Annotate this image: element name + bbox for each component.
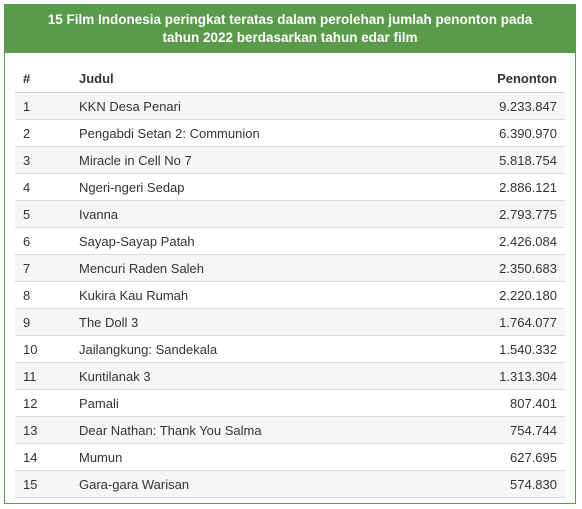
table-row: 2 Pengabdi Setan 2: Communion 6.390.970	[15, 119, 565, 147]
rank-cell: 2	[15, 119, 71, 147]
rank-cell: 1	[15, 92, 71, 120]
table-row: 12 Pamali 807.401	[15, 389, 565, 417]
table-container: # Judul Penonton 1 KKN Desa Penari 9.233…	[15, 64, 565, 498]
viewers-cell: 1.764.077	[417, 308, 565, 336]
title-cell: Miracle in Cell No 7	[71, 146, 417, 174]
table-row: 1 KKN Desa Penari 9.233.847	[15, 92, 565, 120]
table-row: 3 Miracle in Cell No 7 5.818.754	[15, 146, 565, 174]
viewers-cell: 2.793.775	[417, 200, 565, 228]
table-title-line-2: tahun 2022 berdasarkan tahun edar film	[162, 30, 418, 45]
viewers-cell: 9.233.847	[417, 92, 565, 120]
table-row: 11 Kuntilanak 3 1.313.304	[15, 362, 565, 390]
table-row: 7 Mencuri Raden Saleh 2.350.683	[15, 254, 565, 282]
column-header-title: Judul	[71, 64, 417, 93]
table-title-line-1: 15 Film Indonesia peringkat teratas dala…	[47, 12, 533, 27]
rank-cell: 13	[15, 416, 71, 444]
rank-cell: 15	[15, 470, 71, 498]
rank-cell: 6	[15, 227, 71, 255]
table-row: 9 The Doll 3 1.764.077	[15, 308, 565, 336]
rank-cell: 8	[15, 281, 71, 309]
table-row: 10 Jailangkung: Sandekala 1.540.332	[15, 335, 565, 363]
rank-cell: 7	[15, 254, 71, 282]
table-row: 14 Mumun 627.695	[15, 443, 565, 471]
ranking-table: # Judul Penonton 1 KKN Desa Penari 9.233…	[15, 64, 565, 498]
column-header-rank: #	[15, 64, 71, 93]
viewers-cell: 6.390.970	[417, 119, 565, 147]
title-cell: Ivanna	[71, 200, 417, 228]
viewers-cell: 2.886.121	[417, 173, 565, 201]
column-header-viewers: Penonton	[417, 64, 565, 93]
viewers-cell: 2.350.683	[417, 254, 565, 282]
viewers-cell: 627.695	[417, 443, 565, 471]
title-cell: Mumun	[71, 443, 417, 471]
viewers-cell: 5.818.754	[417, 146, 565, 174]
viewers-cell: 1.540.332	[417, 335, 565, 363]
title-cell: Kukira Kau Rumah	[71, 281, 417, 309]
viewers-cell: 1.313.304	[417, 362, 565, 390]
viewers-cell: 574.830	[417, 470, 565, 498]
rank-cell: 14	[15, 443, 71, 471]
title-cell: Dear Nathan: Thank You Salma	[71, 416, 417, 444]
rank-cell: 9	[15, 308, 71, 336]
title-cell: Jailangkung: Sandekala	[71, 335, 417, 363]
table-card: 15 Film Indonesia peringkat teratas dala…	[4, 4, 576, 504]
table-row: 8 Kukira Kau Rumah 2.220.180	[15, 281, 565, 309]
title-cell: KKN Desa Penari	[71, 92, 417, 120]
table-title: 15 Film Indonesia peringkat teratas dala…	[5, 5, 575, 53]
title-cell: Gara-gara Warisan	[71, 470, 417, 498]
rank-cell: 5	[15, 200, 71, 228]
table-header: # Judul Penonton	[15, 64, 565, 93]
table-body: 1 KKN Desa Penari 9.233.847 2 Pengabdi S…	[15, 92, 565, 498]
title-cell: Mencuri Raden Saleh	[71, 254, 417, 282]
table-row: 15 Gara-gara Warisan 574.830	[15, 470, 565, 498]
viewers-cell: 2.426.084	[417, 227, 565, 255]
table-row: 13 Dear Nathan: Thank You Salma 754.744	[15, 416, 565, 444]
rank-cell: 4	[15, 173, 71, 201]
rank-cell: 3	[15, 146, 71, 174]
table-row: 4 Ngeri-ngeri Sedap 2.886.121	[15, 173, 565, 201]
title-cell: Ngeri-ngeri Sedap	[71, 173, 417, 201]
rank-cell: 11	[15, 362, 71, 390]
header-row: # Judul Penonton	[15, 64, 565, 93]
viewers-cell: 807.401	[417, 389, 565, 417]
table-row: 5 Ivanna 2.793.775	[15, 200, 565, 228]
title-cell: The Doll 3	[71, 308, 417, 336]
title-cell: Pengabdi Setan 2: Communion	[71, 119, 417, 147]
title-cell: Sayap-Sayap Patah	[71, 227, 417, 255]
title-cell: Pamali	[71, 389, 417, 417]
table-row: 6 Sayap-Sayap Patah 2.426.084	[15, 227, 565, 255]
viewers-cell: 2.220.180	[417, 281, 565, 309]
rank-cell: 10	[15, 335, 71, 363]
title-cell: Kuntilanak 3	[71, 362, 417, 390]
viewers-cell: 754.744	[417, 416, 565, 444]
rank-cell: 12	[15, 389, 71, 417]
